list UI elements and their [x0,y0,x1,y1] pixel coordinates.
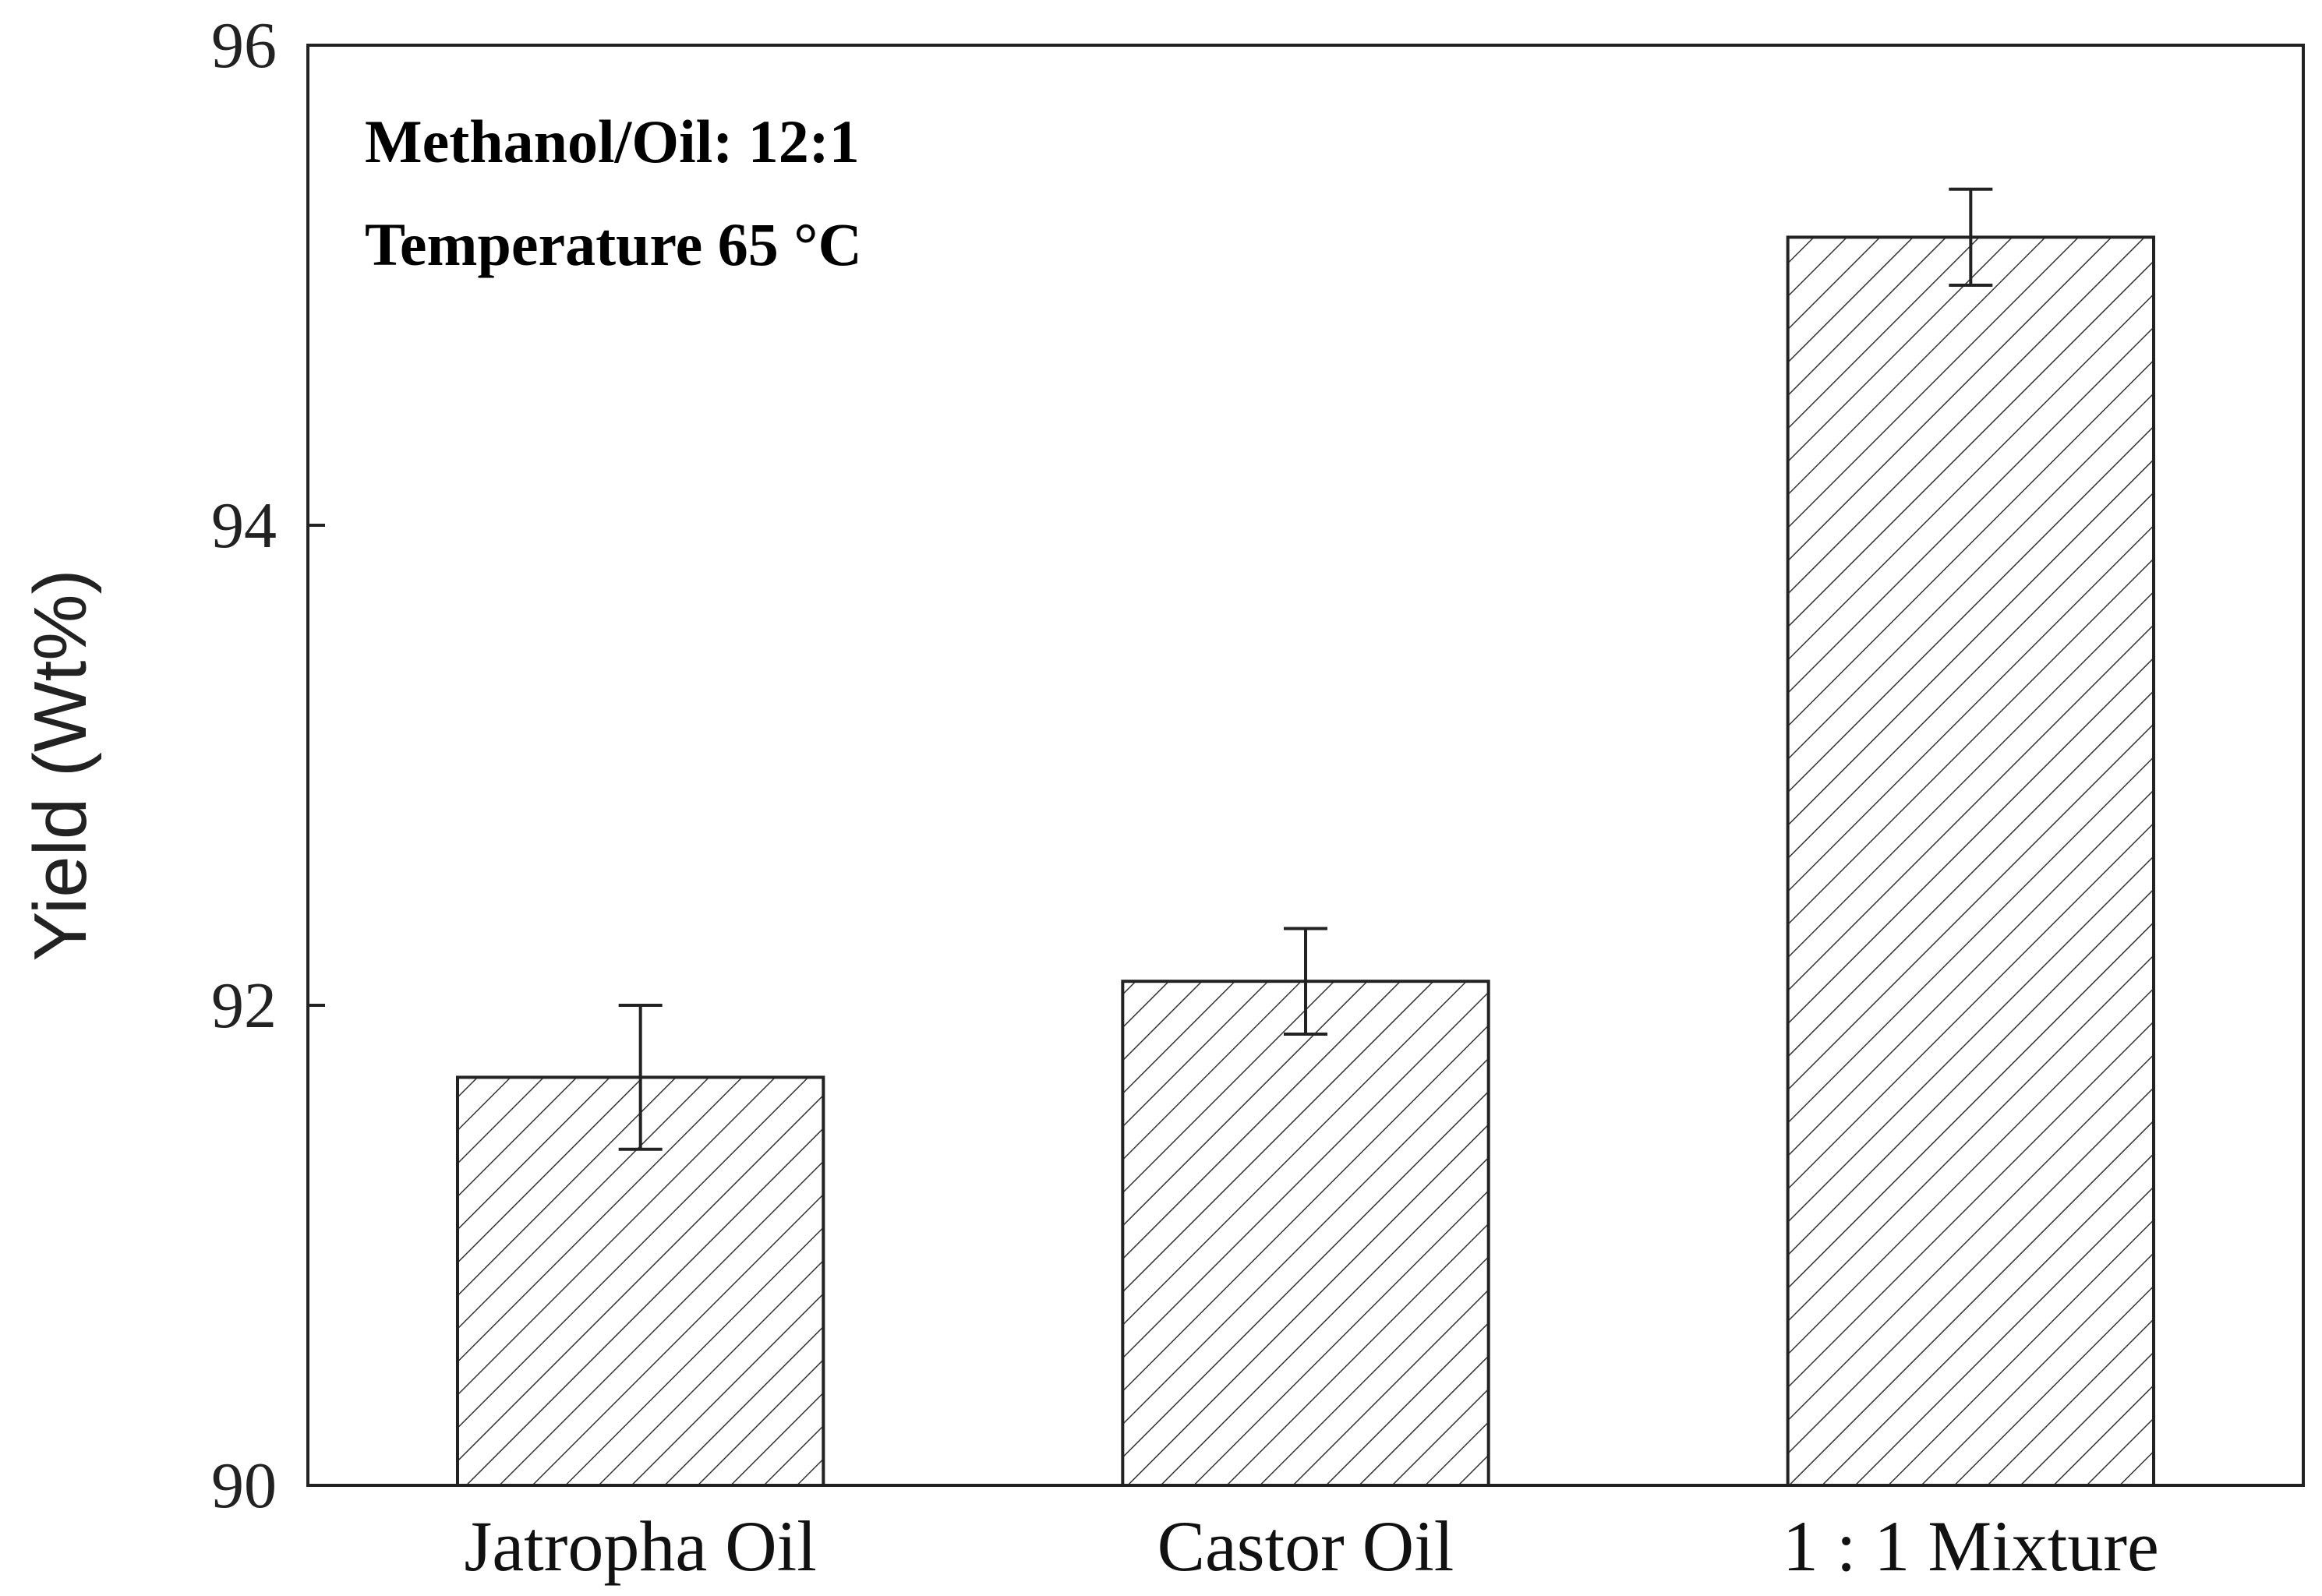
y-axis-label: Yield (Wt%) [19,569,102,961]
bars-layer [456,235,2156,1487]
annotation-temperature: Temperature 65 °C [365,210,862,278]
y-tick-label-1: 90 [211,1449,277,1522]
x-axis-ticks: Jatropha Oil Castor Oil 1 : 1 Mixture [465,1506,2159,1586]
y-tick-label-2: 92 [211,969,277,1042]
x-tick-label-2: Castor Oil [1157,1506,1454,1586]
y-tick-label-3: 94 [211,489,277,562]
y-axis-ticks: 90 92 94 96 [211,9,325,1522]
error-bar-2 [1284,927,1327,1036]
bar-2 [1121,980,1490,1487]
x-tick-label-1: Jatropha Oil [465,1506,817,1586]
plot-frame [306,44,2305,1487]
error-bar-3 [1949,187,1993,287]
bar-3 [1786,235,2156,1487]
annotation-methanol-ratio: Methanol/Oil: 12:1 [365,108,860,175]
y-tick-label-4: 96 [211,9,277,82]
x-tick-label-3: 1 : 1 Mixture [1783,1506,2159,1586]
error-bar-1 [618,1004,663,1151]
error-bars-layer [618,187,1993,1151]
